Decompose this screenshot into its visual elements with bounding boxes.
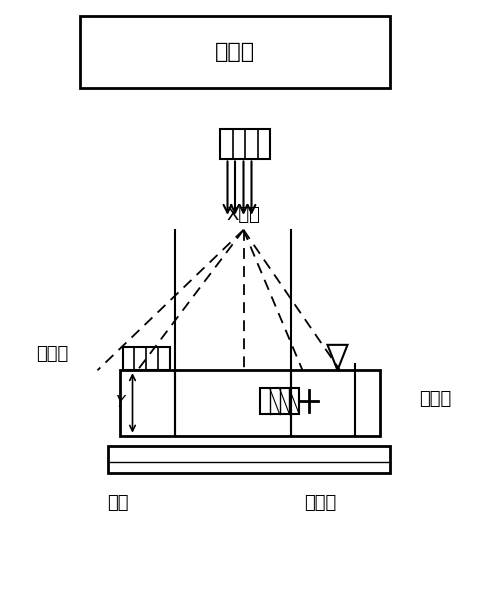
Bar bbox=[108, 446, 390, 473]
Text: 被检物: 被检物 bbox=[419, 390, 451, 408]
Bar bbox=[122, 347, 170, 370]
Text: 透度计: 透度计 bbox=[36, 345, 68, 363]
Text: 胶片盒: 胶片盒 bbox=[304, 494, 336, 512]
Text: 胶片: 胶片 bbox=[107, 494, 128, 512]
Text: Y: Y bbox=[116, 396, 124, 410]
Bar bbox=[260, 388, 299, 414]
Bar bbox=[80, 16, 390, 88]
Text: 射线源: 射线源 bbox=[215, 42, 255, 62]
Bar bbox=[220, 129, 270, 159]
Bar bbox=[120, 370, 380, 436]
Text: X射线: X射线 bbox=[226, 206, 260, 224]
